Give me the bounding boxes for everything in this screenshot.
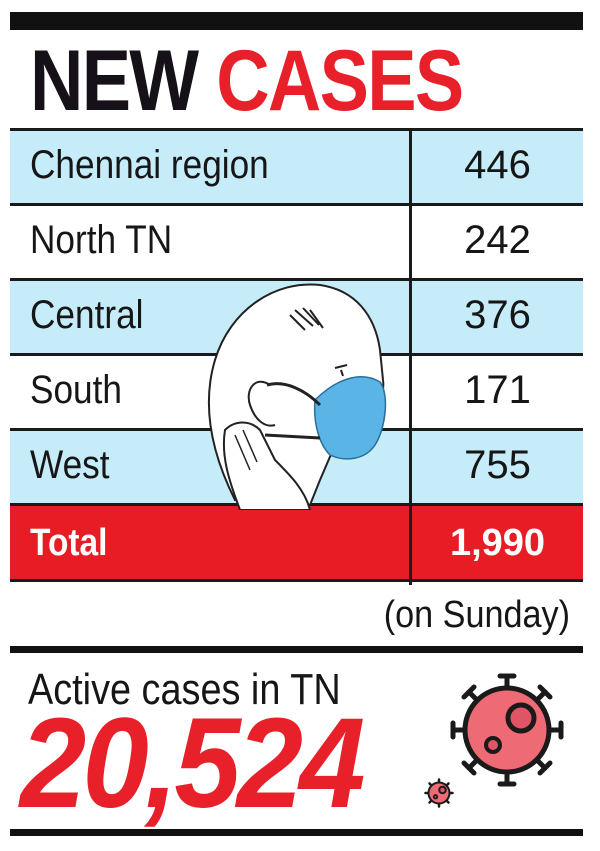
total-value: 1,990: [449, 522, 546, 564]
region-label: South: [30, 368, 122, 412]
cases-value: 242: [464, 218, 531, 262]
virus-icon: [450, 673, 564, 787]
total-row: Total 1,990: [10, 503, 583, 582]
total-label: Total: [30, 522, 108, 564]
title-new: NEW: [30, 33, 199, 129]
virus-small-icon: [424, 778, 454, 808]
person-wearing-mask-icon: [207, 283, 387, 510]
active-cases-label: Active cases in TN: [28, 665, 341, 714]
region-label: North TN: [30, 218, 173, 262]
date-note: (on Sunday): [383, 594, 570, 636]
table-row: North TN 242: [10, 203, 583, 278]
column-divider: [409, 128, 412, 585]
top-rule: [10, 12, 583, 30]
cases-value: 376: [464, 293, 531, 337]
region-label: Central: [30, 293, 144, 337]
cases-value: 755: [464, 443, 531, 487]
table-row: Chennai region 446: [10, 128, 583, 203]
title-cases: CASES: [216, 33, 464, 129]
region-label: West: [30, 443, 110, 487]
bottom-rule: [10, 829, 583, 836]
active-cases-value: 20,524: [20, 692, 365, 835]
cases-value: 171: [464, 368, 531, 412]
section-rule: [10, 646, 583, 653]
region-label: Chennai region: [30, 143, 269, 187]
cases-value: 446: [464, 143, 531, 187]
page-title: NEW CASES: [30, 38, 464, 124]
